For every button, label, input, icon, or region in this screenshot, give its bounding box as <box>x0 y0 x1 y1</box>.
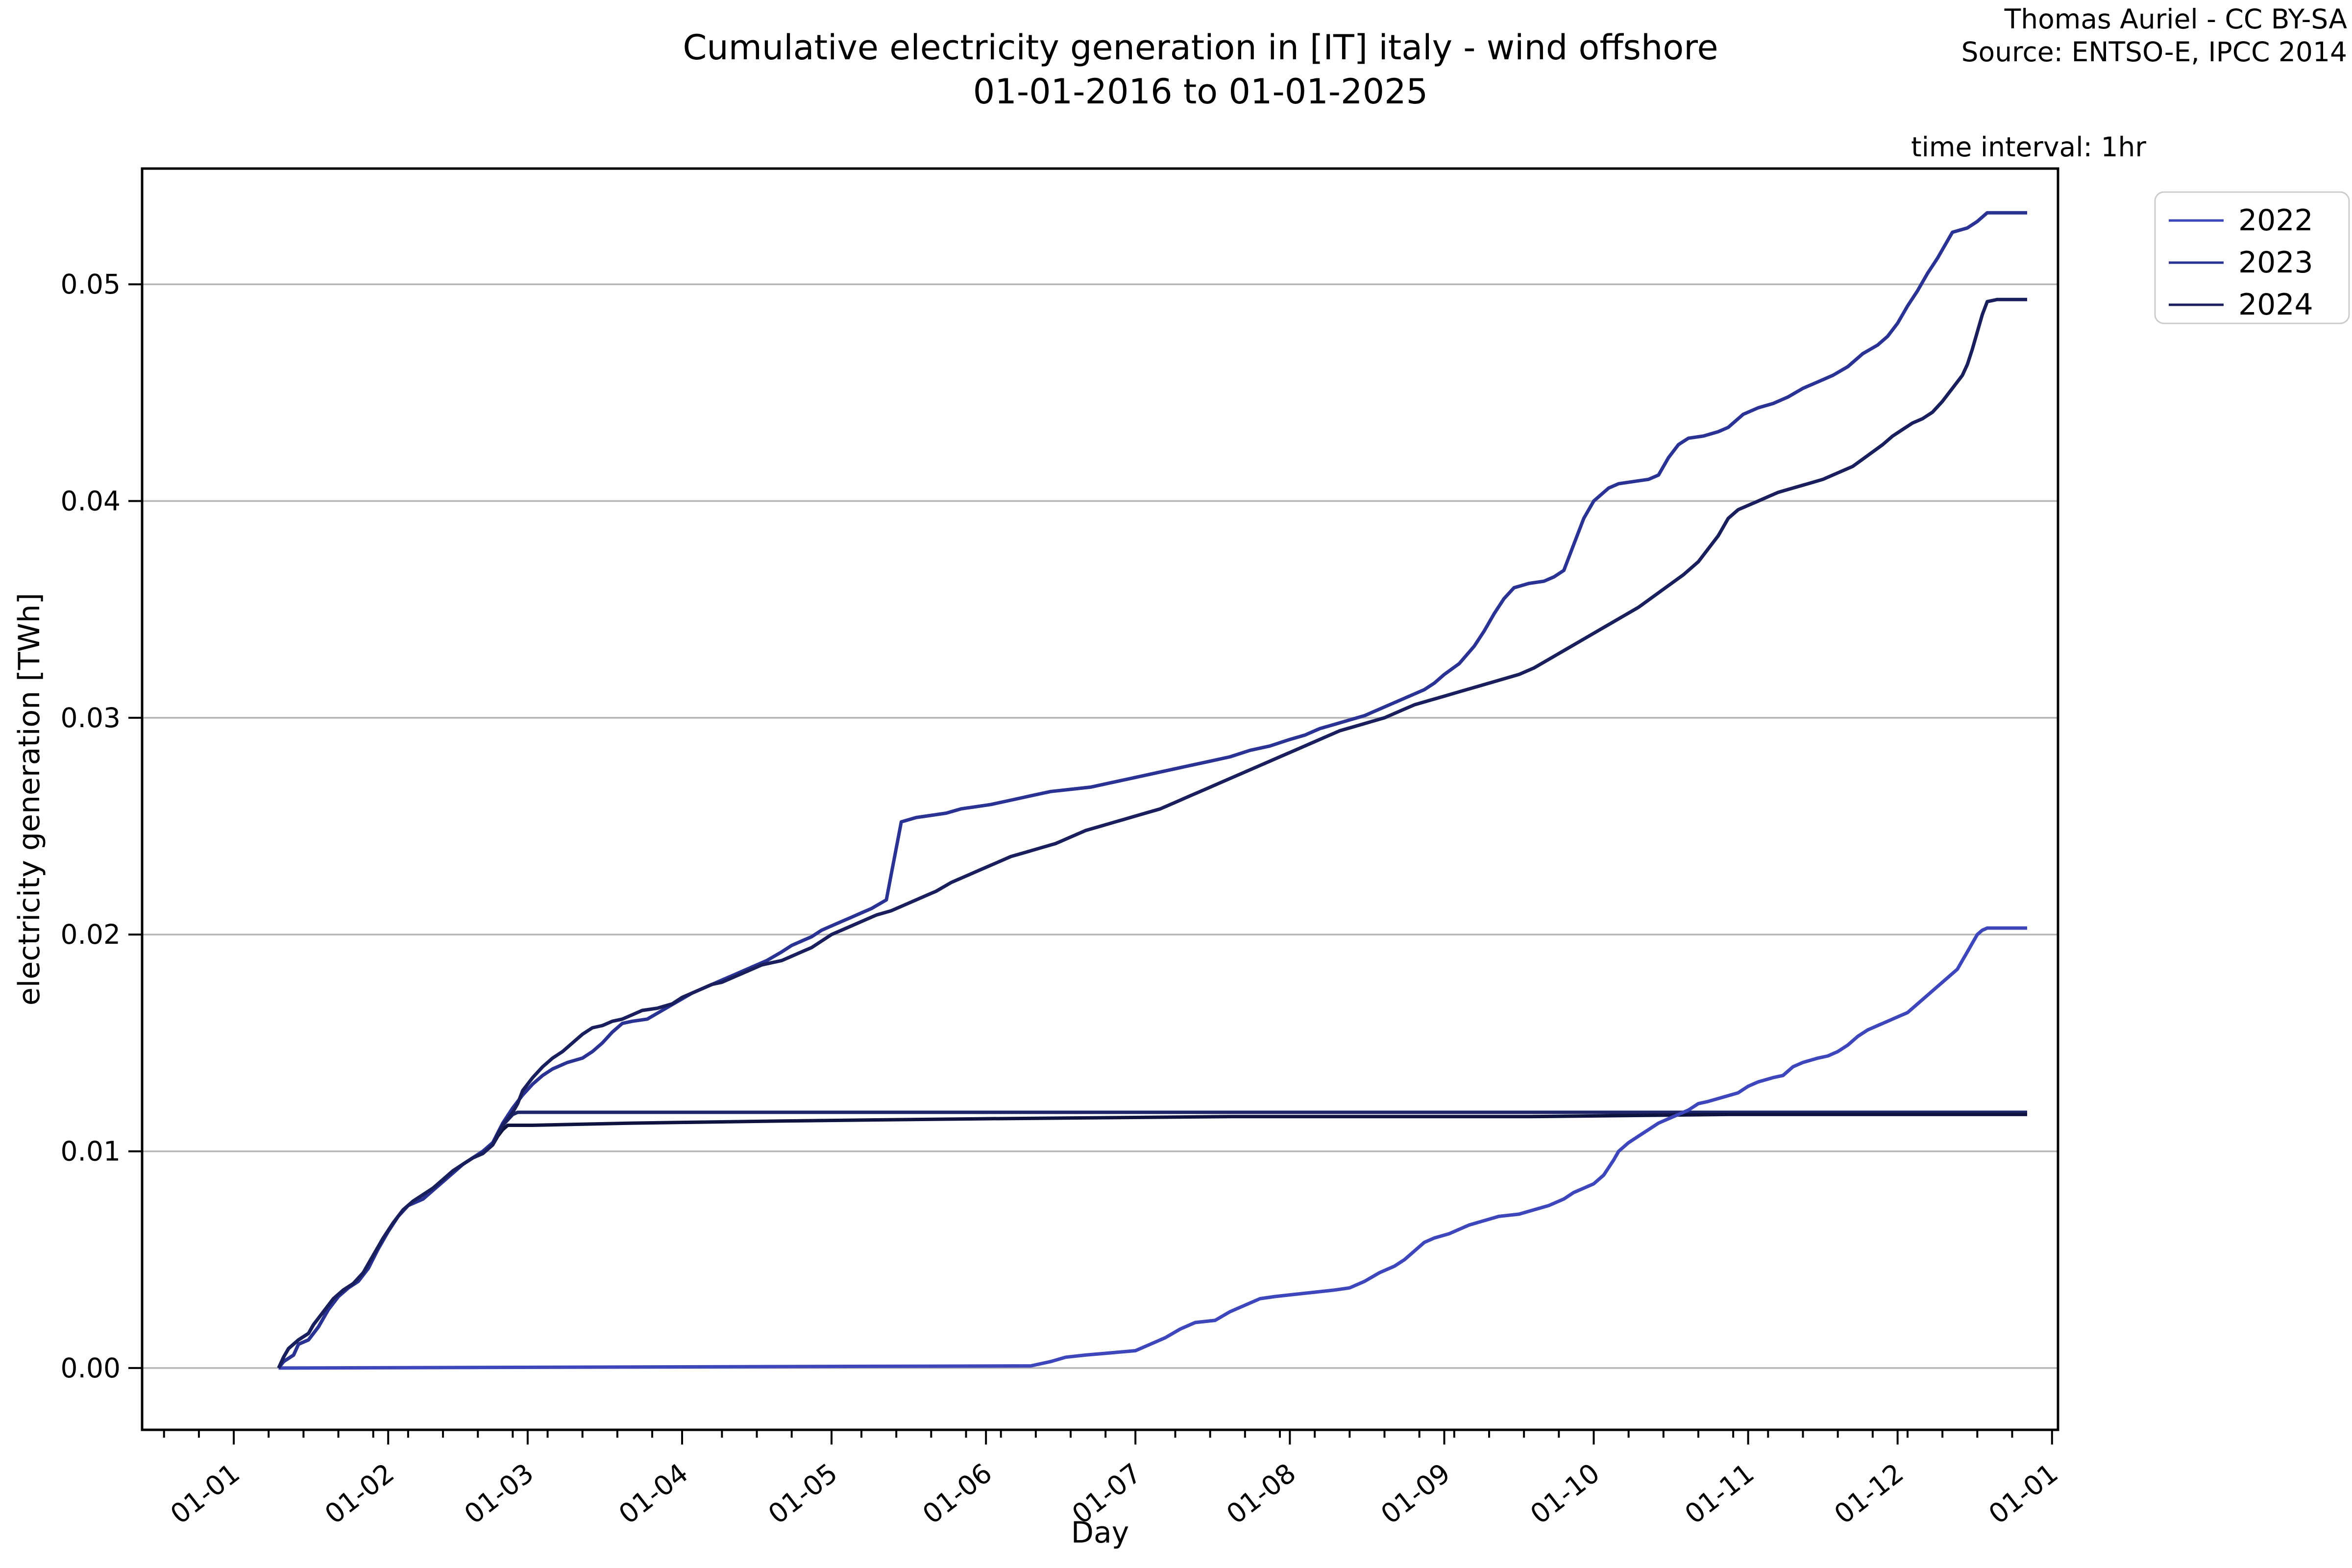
legend-box <box>2154 191 2350 324</box>
y-axis-label: electricity generation [TWh] <box>12 593 47 1005</box>
series-line-2023 <box>277 211 2027 1370</box>
x-tick-label: 01-06 <box>917 1457 998 1530</box>
y-tick-label: 0.00 <box>61 1352 121 1384</box>
y-tick-label: 0.04 <box>61 486 121 517</box>
time-interval-note: time interval: 1hr <box>1911 131 2146 163</box>
x-tick-label: 01-04 <box>613 1457 694 1530</box>
x-tick-label: 01-02 <box>319 1457 400 1530</box>
x-tick-label: 01-09 <box>1375 1457 1456 1530</box>
legend-label-2023: 2023 <box>2238 245 2313 280</box>
series-line-2024 <box>277 297 2027 1369</box>
x-tick-label: 01-01 <box>1983 1457 2063 1530</box>
series-line-unlabeled_flat_lower <box>277 1112 2027 1369</box>
series-line-2022 <box>278 926 2027 1370</box>
attribution: Thomas Auriel - CC BY-SA Source: ENTSO-E… <box>1961 3 2347 69</box>
y-tick-label: 0.03 <box>61 702 121 734</box>
plot-border <box>141 167 2059 1431</box>
y-tick-label: 0.05 <box>61 269 121 300</box>
x-tick-label: 01-10 <box>1524 1457 1605 1530</box>
legend-label-2024: 2024 <box>2238 288 2313 322</box>
y-tick-label: 0.02 <box>61 919 121 950</box>
y-tick-label: 0.01 <box>61 1136 121 1167</box>
x-tick-label: 01-08 <box>1221 1457 1301 1530</box>
attribution-author: Thomas Auriel - CC BY-SA <box>2004 3 2347 35</box>
x-tick-label: 01-12 <box>1828 1457 1909 1530</box>
chart-title-line2: 01-01-2016 to 01-01-2025 <box>973 72 1428 112</box>
x-tick-label: 01-01 <box>165 1457 245 1530</box>
x-tick-label: 01-03 <box>459 1457 539 1530</box>
attribution-source: Source: ENTSO-E, IPCC 2014 <box>1961 36 2347 68</box>
chart-title-line1: Cumulative electricity generation in [IT… <box>683 27 1718 68</box>
x-tick-label: 01-11 <box>1679 1457 1760 1530</box>
legend-label-2022: 2022 <box>2238 203 2313 238</box>
x-tick-label: 01-05 <box>762 1457 843 1530</box>
x-axis-label: Day <box>1071 1516 1129 1550</box>
chart-title: Cumulative electricity generation in [IT… <box>441 25 1960 114</box>
